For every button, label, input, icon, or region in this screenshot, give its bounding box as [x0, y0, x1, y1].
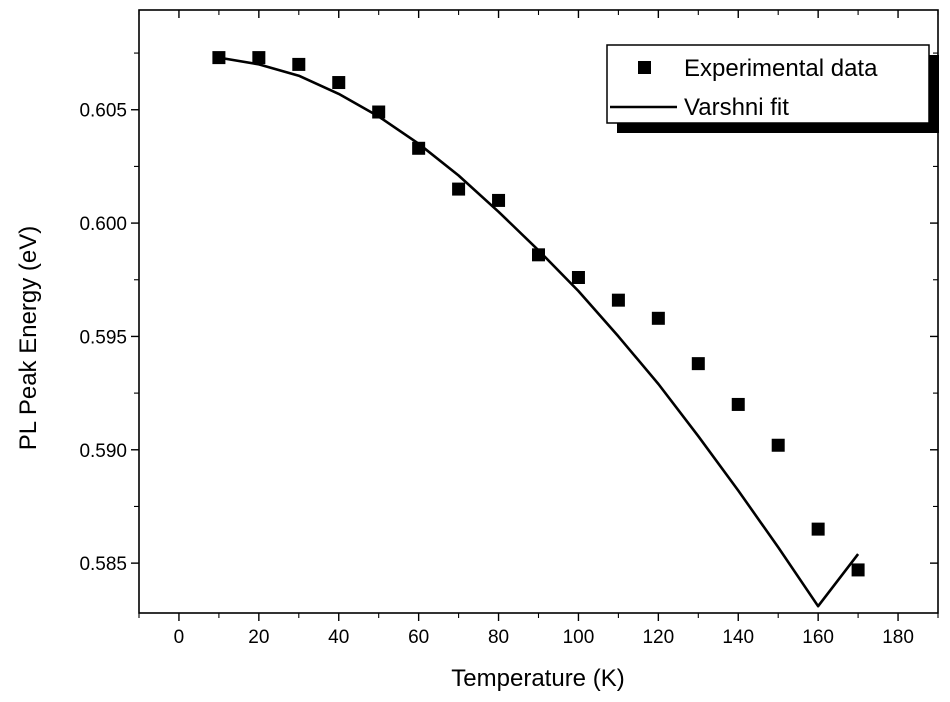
data-point — [691, 357, 705, 371]
y-tick-label: 0.605 — [79, 101, 127, 122]
x-tick-label: 80 — [488, 627, 509, 648]
x-tick-label: 120 — [642, 627, 674, 648]
data-point — [372, 105, 386, 119]
y-tick-label: 0.590 — [79, 441, 127, 462]
y-axis-title: PL Peak Energy (eV) — [15, 226, 42, 451]
x-tick-labels: 0 20 40 60 80 100 120 140 160 180 — [174, 627, 914, 648]
data-point — [532, 248, 545, 262]
data-point — [651, 311, 665, 325]
fit-layer — [218, 56, 860, 608]
x-tick-label: 60 — [408, 627, 429, 648]
data-point — [412, 141, 426, 155]
varshni-fit-line — [218, 56, 860, 608]
x-tick-label: 20 — [248, 627, 269, 648]
points-layer — [212, 51, 865, 577]
major-ticks — [131, 10, 938, 621]
data-point — [811, 522, 825, 536]
data-point — [212, 51, 226, 65]
y-tick-labels: 0.585 0.590 0.595 0.600 0.605 — [79, 101, 127, 575]
data-point — [452, 182, 466, 196]
minor-ticks — [134, 10, 939, 618]
data-point — [851, 563, 865, 577]
data-point — [611, 293, 625, 307]
y-tick-label: 0.595 — [79, 327, 127, 348]
legend: Experimental data Varshni fit — [606, 44, 939, 133]
y-tick-label: 0.585 — [79, 554, 127, 575]
data-point — [252, 51, 266, 65]
data-point — [571, 270, 585, 284]
data-point — [731, 397, 745, 411]
legend-label-experimental: Experimental data — [684, 55, 878, 82]
x-tick-label: 100 — [563, 627, 595, 648]
x-tick-label: 160 — [802, 627, 834, 648]
data-point — [292, 57, 306, 71]
x-tick-label: 40 — [328, 627, 349, 648]
x-tick-label: 180 — [882, 627, 914, 648]
legend-label-varshni: Varshni fit — [684, 94, 789, 121]
data-point — [771, 438, 785, 452]
y-tick-label: 0.600 — [79, 214, 127, 235]
x-axis-title: Temperature (K) — [451, 665, 624, 692]
data-point — [492, 193, 506, 207]
legend-box — [606, 44, 930, 124]
x-tick-label: 0 — [174, 627, 185, 648]
legend-marker-experimental — [638, 61, 651, 74]
x-tick-label: 140 — [722, 627, 754, 648]
data-point — [332, 76, 346, 90]
